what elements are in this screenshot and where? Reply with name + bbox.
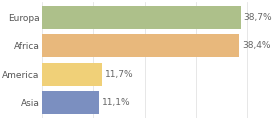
Bar [42, 91, 99, 114]
Text: 11,1%: 11,1% [102, 98, 131, 107]
Text: 38,7%: 38,7% [244, 13, 272, 22]
Text: 38,4%: 38,4% [242, 41, 270, 50]
Text: 11,7%: 11,7% [105, 70, 134, 79]
Bar [42, 63, 102, 86]
Bar [42, 6, 241, 29]
Bar [42, 34, 239, 57]
